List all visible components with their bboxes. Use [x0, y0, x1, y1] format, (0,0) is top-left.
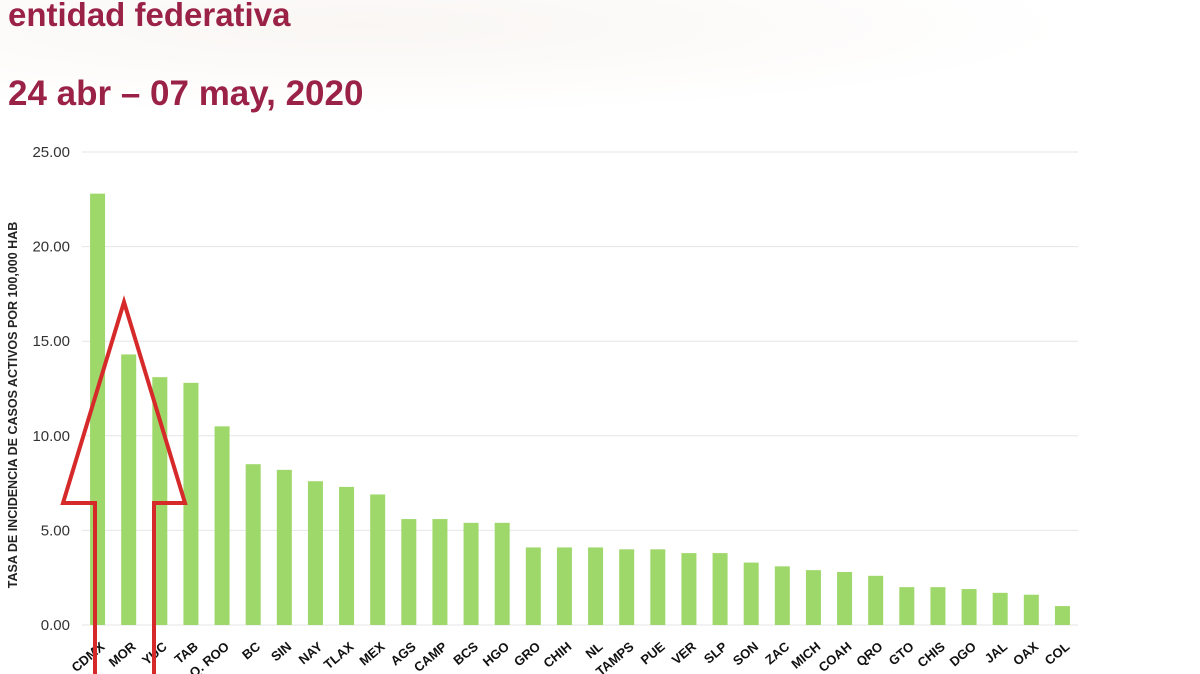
bar-mor — [121, 354, 137, 625]
bar-dgo — [961, 589, 977, 625]
bar-mex — [370, 494, 386, 625]
y-tick-label: 0.00 — [41, 617, 70, 634]
bar-ags — [401, 519, 417, 625]
y-tick-label: 10.00 — [32, 428, 70, 445]
y-axis-label: TASA DE INCIDENCIA DE CASOS ACTIVOS POR … — [6, 222, 20, 589]
x-tick-label: CAMP — [411, 639, 450, 674]
x-tick-label: ZAC — [762, 638, 793, 667]
y-tick-label: 25.00 — [32, 144, 70, 161]
x-tick-label: JAL — [982, 639, 1011, 666]
x-tick-label: SLP — [701, 639, 730, 667]
bar-ver — [681, 553, 697, 625]
x-tick-label: DGO — [947, 639, 979, 670]
x-tick-label: TLAX — [321, 639, 357, 673]
x-tick-label: SON — [730, 639, 761, 669]
chart-subtitle: 24 abr – 07 may, 2020 — [8, 74, 364, 113]
x-tick-label: MOR — [106, 638, 139, 669]
x-tick-label: BC — [239, 638, 263, 662]
x-tick-label: NAY — [296, 639, 326, 668]
bar-coah — [837, 572, 853, 625]
bar-gro — [525, 547, 541, 625]
bar-tab — [183, 382, 199, 625]
x-tick-label: MEX — [356, 639, 387, 669]
y-tick-label: 20.00 — [32, 239, 70, 256]
bar-hgo — [494, 522, 510, 625]
bar-qro — [868, 575, 884, 625]
arrow-outline — [60, 295, 188, 674]
bar-bc — [245, 464, 261, 625]
bar-col — [1054, 606, 1070, 625]
bar-mich — [805, 570, 821, 625]
grid-lines — [82, 151, 1078, 626]
bar-zac — [774, 566, 790, 625]
x-tick-label: OAX — [1010, 639, 1041, 669]
x-tick-label: VER — [669, 638, 700, 667]
bar-oax — [1023, 594, 1039, 625]
x-tick-label: CDMX — [69, 639, 108, 674]
x-tick-label: CHIS — [914, 639, 948, 671]
bar-sin — [276, 469, 292, 625]
bars — [90, 193, 1070, 625]
y-axis-ticks: 0.00 5.00 10.00 15.00 20.00 25.00 — [32, 144, 70, 634]
x-tick-label: GRO — [511, 639, 543, 670]
y-tick-label: 15.00 — [32, 333, 70, 350]
bar-chih — [556, 547, 572, 625]
bar-nay — [307, 481, 323, 625]
bar-son — [743, 562, 759, 625]
x-tick-label: SIN — [268, 639, 294, 664]
x-tick-label: GTO — [886, 639, 917, 668]
x-tick-label: HGO — [480, 639, 512, 670]
y-tick-label: 5.00 — [41, 522, 70, 539]
bar-pue — [650, 549, 666, 625]
bar-tlax — [339, 486, 355, 625]
x-tick-label: CHIH — [540, 639, 574, 671]
x-tick-label: NL — [583, 639, 606, 662]
x-tick-label: COAH — [816, 639, 855, 674]
x-tick-label: QRO — [853, 639, 885, 670]
chart-title: entidad federativa — [8, 0, 291, 33]
x-tick-label: PUE — [638, 639, 668, 668]
bar-camp — [432, 519, 448, 625]
bar-q-roo — [214, 426, 230, 625]
bar-tamps — [619, 549, 635, 625]
x-tick-label: BCS — [450, 639, 481, 668]
bar-slp — [712, 553, 728, 625]
bar-nl — [588, 547, 604, 625]
bar-bcs — [463, 522, 479, 625]
bar-gto — [899, 587, 915, 625]
bar-chis — [930, 587, 946, 625]
x-tick-label: COL — [1042, 639, 1073, 668]
bar-jal — [992, 592, 1008, 625]
arrow-annotation — [60, 295, 188, 674]
